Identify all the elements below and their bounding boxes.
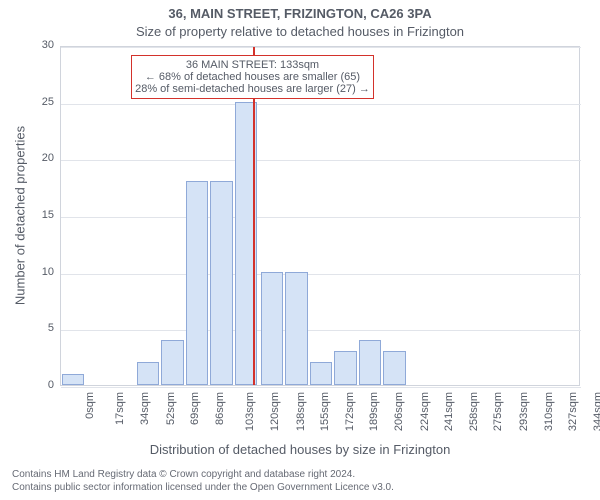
x-tick-label: 155sqm [319,392,331,431]
x-tick-label: 189sqm [368,392,380,431]
gridline [61,104,581,105]
gridline [61,217,581,218]
x-tick-label: 206sqm [393,392,405,431]
x-tick-label: 86sqm [214,392,226,425]
y-tick-label: 10 [28,266,54,278]
histogram-bar [210,181,233,385]
x-tick-label: 0sqm [84,392,96,419]
annotation-line: ← 68% of detached houses are smaller (65… [135,71,370,83]
histogram-bar [186,181,209,385]
x-tick-label: 224sqm [419,392,431,431]
chart-title-line1: 36, MAIN STREET, FRIZINGTON, CA26 3PA [0,6,600,21]
x-tick-label: 344sqm [592,392,600,431]
gridline [61,387,581,388]
annotation-line: 28% of semi-detached houses are larger (… [135,83,370,95]
x-tick-label: 241sqm [443,392,455,431]
gridline [61,47,581,48]
x-tick-label: 275sqm [492,392,504,431]
x-tick-label: 103sqm [245,392,257,431]
histogram-bar [359,340,382,385]
footer-line: Contains public sector information licen… [12,482,394,495]
x-tick-label: 172sqm [344,392,356,431]
y-tick-label: 5 [28,322,54,334]
histogram-bar [383,351,406,385]
x-tick-label: 310sqm [543,392,555,431]
x-axis-label: Distribution of detached houses by size … [0,442,600,457]
histogram-bar [334,351,357,385]
gridline [61,160,581,161]
x-tick-label: 258sqm [468,392,480,431]
histogram-bar [161,340,184,385]
gridline [61,274,581,275]
y-tick-label: 20 [28,152,54,164]
y-tick-label: 15 [28,209,54,221]
footer-attribution: Contains HM Land Registry data © Crown c… [12,469,394,494]
x-tick-label: 52sqm [165,392,177,425]
chart-container: 36, MAIN STREET, FRIZINGTON, CA26 3PA Si… [0,0,600,500]
chart-title-line2: Size of property relative to detached ho… [0,24,600,39]
y-axis-label: Number of detached properties [13,106,28,326]
x-tick-label: 120sqm [269,392,281,431]
plot-area: 36 MAIN STREET: 133sqm← 68% of detached … [60,46,580,386]
histogram-bar [137,362,160,385]
x-tick-label: 34sqm [139,392,151,425]
x-tick-label: 293sqm [518,392,530,431]
x-tick-label: 17sqm [115,392,127,425]
x-tick-label: 138sqm [295,392,307,431]
x-tick-label: 69sqm [189,392,201,425]
gridline [61,330,581,331]
y-tick-label: 25 [28,96,54,108]
y-tick-label: 0 [28,379,54,391]
histogram-bar [310,362,333,385]
x-tick-label: 327sqm [567,392,579,431]
footer-line: Contains HM Land Registry data © Crown c… [12,469,394,482]
annotation-box: 36 MAIN STREET: 133sqm← 68% of detached … [131,55,374,99]
y-tick-label: 30 [28,39,54,51]
histogram-bar [285,272,308,385]
histogram-bar [62,374,85,385]
annotation-line: 36 MAIN STREET: 133sqm [135,59,370,71]
histogram-bar [261,272,284,385]
